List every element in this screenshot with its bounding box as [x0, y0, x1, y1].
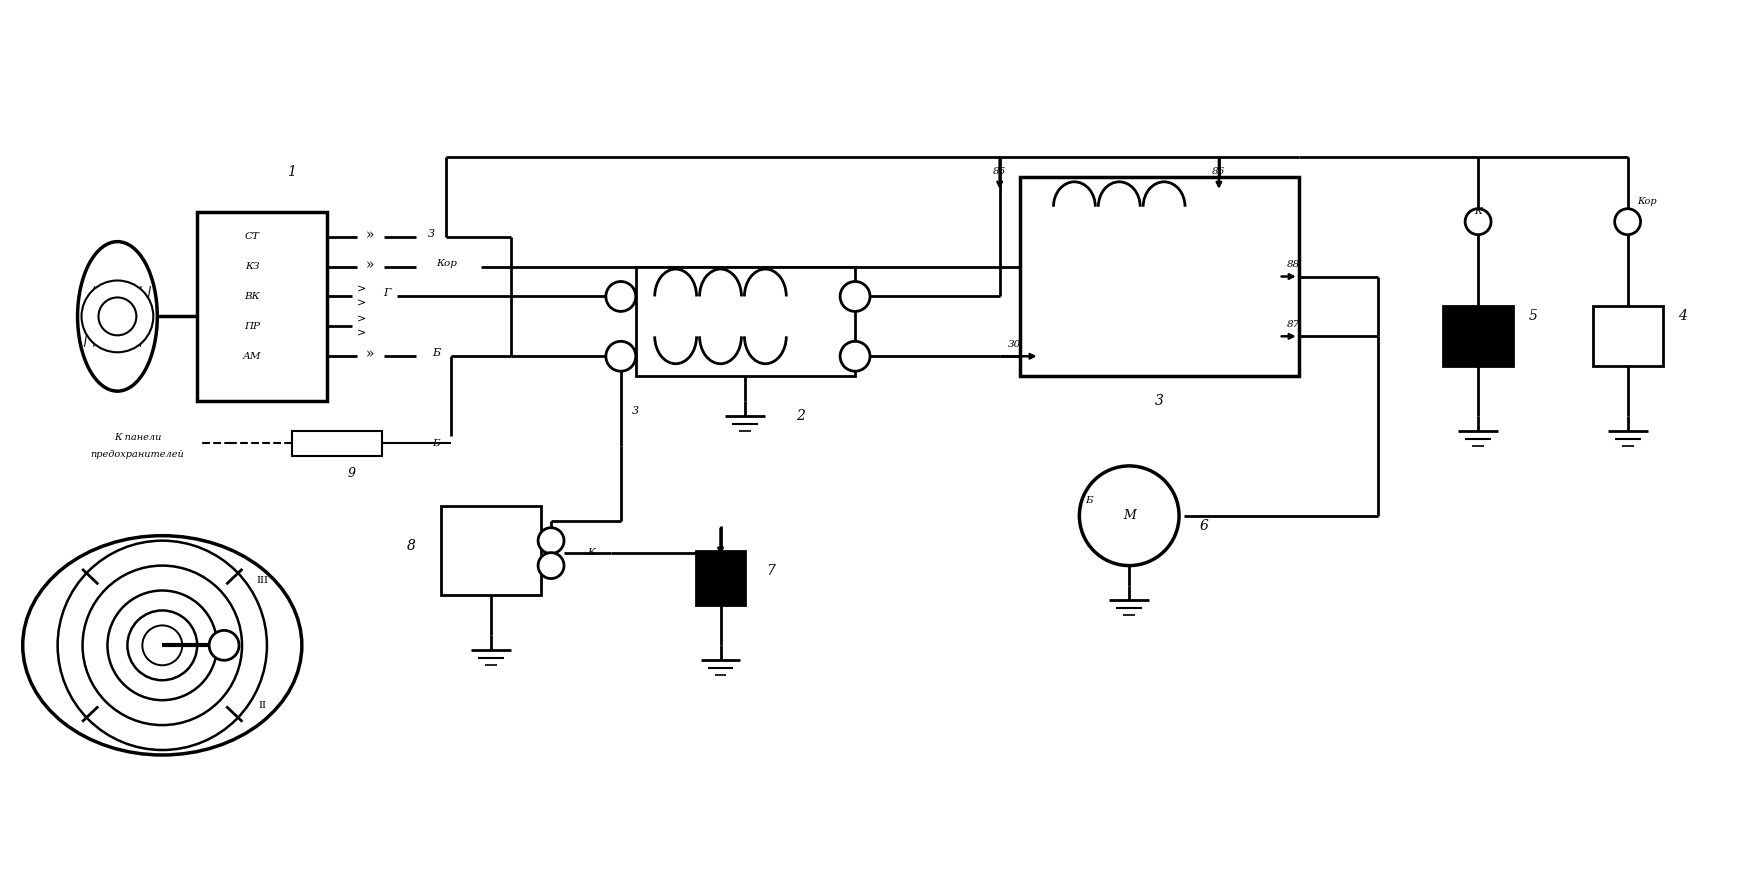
- Text: »: »: [366, 228, 373, 242]
- Circle shape: [127, 611, 197, 681]
- Text: »: »: [366, 347, 373, 361]
- Text: 86: 86: [1213, 167, 1225, 176]
- Text: Б: Б: [1086, 497, 1093, 505]
- Text: 8: 8: [407, 539, 415, 553]
- Text: >: >: [357, 299, 366, 308]
- Bar: [1593, 307, 1663, 366]
- Text: II: II: [259, 701, 266, 710]
- Text: 3: 3: [428, 229, 435, 238]
- Text: Кор: Кор: [436, 259, 458, 268]
- Text: >: >: [357, 285, 366, 294]
- Text: »: »: [366, 258, 373, 272]
- Text: 4: 4: [1677, 309, 1686, 323]
- Text: 5: 5: [1528, 309, 1538, 323]
- Text: Б: Б: [433, 349, 440, 358]
- Circle shape: [83, 566, 243, 725]
- Text: 1: 1: [287, 165, 296, 179]
- Text: КЗ: КЗ: [245, 262, 259, 271]
- Text: 9: 9: [348, 468, 356, 480]
- Text: 85: 85: [993, 167, 1007, 176]
- Bar: [1443, 307, 1514, 366]
- Text: Кор: Кор: [1637, 197, 1658, 206]
- Text: 2: 2: [796, 409, 804, 423]
- Circle shape: [143, 625, 183, 665]
- Text: Г: Г: [384, 288, 391, 299]
- Circle shape: [840, 342, 869, 371]
- Text: 30: 30: [1008, 340, 1021, 349]
- Text: 3: 3: [1155, 394, 1163, 408]
- Text: М: М: [1123, 509, 1135, 522]
- Text: 7: 7: [766, 563, 774, 577]
- Bar: [197, 212, 327, 401]
- Text: ПР: ПР: [245, 321, 260, 331]
- Text: Б: Б: [433, 440, 440, 449]
- Circle shape: [81, 280, 153, 352]
- Text: 87: 87: [1287, 320, 1301, 328]
- Bar: [695, 551, 746, 605]
- Circle shape: [1464, 208, 1491, 235]
- Text: АМ: АМ: [243, 352, 260, 361]
- Text: III: III: [255, 576, 268, 585]
- Circle shape: [209, 631, 239, 661]
- Text: >: >: [357, 328, 366, 338]
- Text: 6: 6: [1200, 519, 1209, 533]
- Text: К: К: [586, 548, 595, 557]
- Text: 88: 88: [1287, 260, 1301, 269]
- Text: 3: 3: [632, 406, 639, 416]
- Circle shape: [605, 342, 635, 371]
- Circle shape: [58, 540, 268, 750]
- Bar: [442, 505, 540, 596]
- Circle shape: [1614, 208, 1640, 235]
- Ellipse shape: [23, 536, 301, 755]
- Text: >: >: [357, 314, 366, 324]
- Circle shape: [107, 590, 216, 700]
- Text: ВК: ВК: [245, 292, 260, 301]
- Bar: [1019, 177, 1299, 376]
- Circle shape: [539, 527, 563, 554]
- Circle shape: [840, 281, 869, 311]
- Ellipse shape: [77, 242, 157, 392]
- Bar: [292, 431, 382, 456]
- Text: К: К: [1475, 208, 1482, 216]
- Text: К панели: К панели: [114, 434, 162, 442]
- Text: СТ: СТ: [245, 232, 259, 241]
- Text: предохранителей: предохранителей: [90, 450, 185, 459]
- Circle shape: [539, 553, 563, 578]
- Circle shape: [1079, 466, 1179, 566]
- Circle shape: [605, 281, 635, 311]
- Circle shape: [99, 298, 136, 336]
- Bar: [635, 266, 855, 376]
